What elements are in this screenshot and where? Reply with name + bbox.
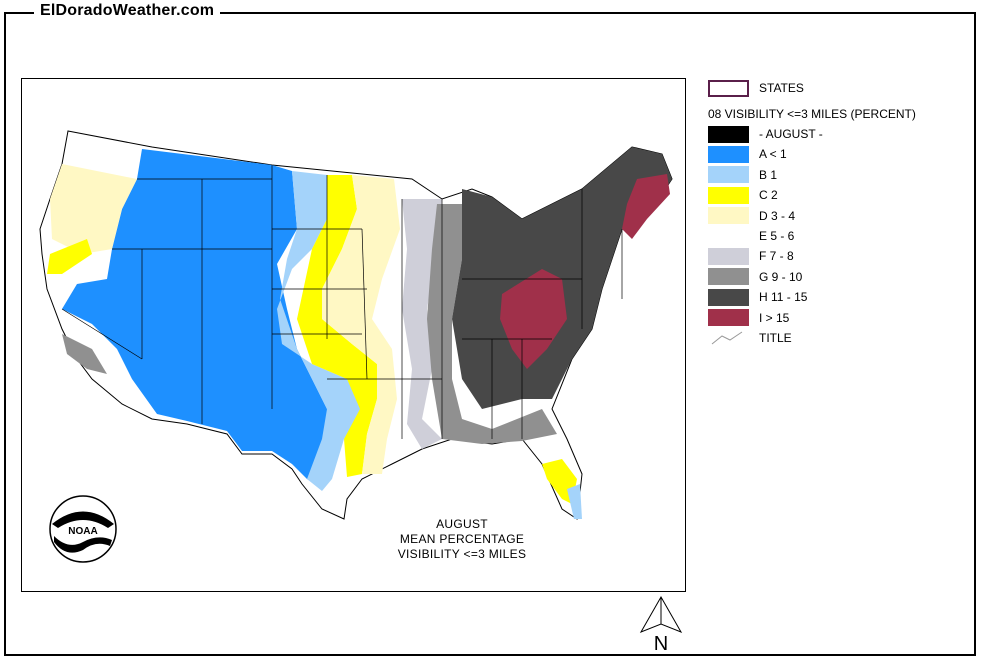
legend-item-label: C 2 [759,188,778,203]
svg-text:N: N [654,633,668,654]
caption-line-3: VISIBILITY <=3 MILES [397,547,527,561]
zone-g-socal [62,334,107,374]
north-arrow-icon: N [639,595,683,655]
legend-title-label: TITLE [759,331,792,345]
states-outline-swatch [708,79,749,97]
legend-item-label: I > 15 [759,310,790,325]
legend-item-label: F 7 - 8 [759,249,794,264]
zone-h-east [452,147,672,409]
caption-line-1: AUGUST [436,517,488,531]
north-arrow: N [636,594,686,659]
map-caption: AUGUST MEAN PERCENTAGE VISIBILITY <=3 MI… [382,517,542,562]
legend-item: F 7 - 8 [708,246,794,266]
legend-item: E 5 - 6 [708,226,794,246]
legend-layer-title-row: 08 VISIBILITY <=3 MILES (PERCENT) [708,104,916,124]
zone-g-band [427,204,557,444]
legend-item-label: G 9 - 10 [759,269,803,284]
zone-b-band [277,171,362,491]
legend-swatch [708,227,749,245]
map-frame [4,12,976,656]
legend-item: C 2 [708,185,778,205]
legend-swatch [708,268,749,286]
legend-states-label: STATES [759,81,804,95]
zone-i-newengland [622,174,670,239]
legend-item: - AUGUST - [708,124,823,144]
legend-item-label: B 1 [759,167,778,182]
legend-swatch [708,145,749,163]
legend-item-label: A < 1 [759,147,787,162]
legend-title-row: TITLE [708,328,792,348]
legend-item: D 3 - 4 [708,206,795,226]
legend-item: A < 1 [708,144,787,164]
legend-item: B 1 [708,165,777,185]
legend-swatch [708,186,749,204]
legend-swatch [708,309,749,327]
legend-item-label: E 5 - 6 [759,229,795,243]
legend-item-label: H 11 - 15 [759,290,808,305]
map-panel: NOAA AUGUST MEAN PERCENTAGE VISIBILITY <… [21,78,686,592]
legend-item: G 9 - 10 [708,267,802,287]
zone-c-pacific [47,239,92,274]
svg-text:NOAA: NOAA [68,526,97,537]
legend-swatch [708,166,749,184]
legend-swatch [708,207,749,225]
noaa-logo: NOAA [48,494,118,569]
title-line-icon [711,331,743,344]
state-boundaries [61,165,623,439]
us-map [39,130,673,520]
legend-swatch [708,247,749,265]
legend-item-label: D 3 - 4 [759,208,796,223]
caption-line-2: MEAN PERCENTAGE [399,532,525,546]
legend-layer-title: 08 VISIBILITY <=3 MILES (PERCENT) [708,107,916,121]
zone-d-pacific [50,164,137,254]
noaa-emblem-icon: NOAA [49,495,117,563]
legend-swatch [708,125,749,143]
zone-c-band [297,175,377,477]
site-title: ElDoradoWeather.com [34,2,221,20]
legend-swatch [708,288,749,306]
zone-i-appalachia [500,269,567,369]
legend-item-label: - AUGUST - [759,127,823,141]
zone-b-florida [567,484,582,519]
legend-item: H 11 - 15 [708,287,807,307]
legend-item: I > 15 [708,308,789,328]
legend-states-row: STATES [708,78,804,98]
zone-d-band [322,175,400,474]
